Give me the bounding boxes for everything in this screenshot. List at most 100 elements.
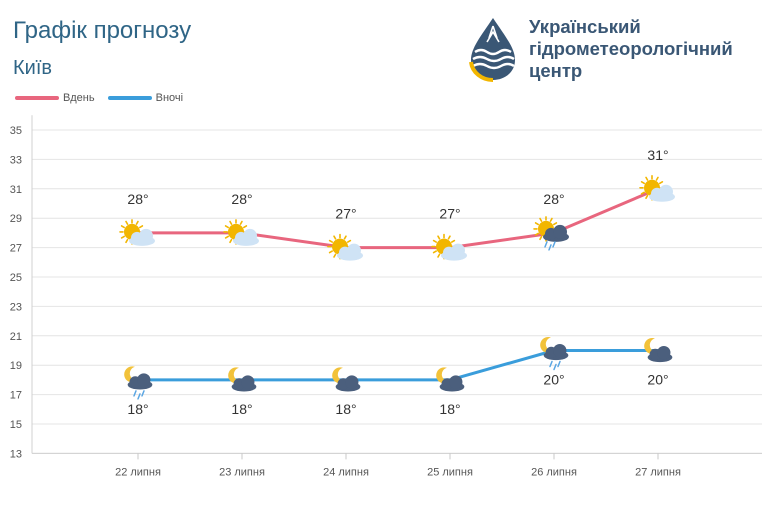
sun-cloud-icon (223, 219, 259, 246)
sun-ray (437, 253, 441, 258)
sun-ray (640, 191, 646, 195)
sun-ray (328, 239, 334, 243)
water-drop-waves-logo-icon (469, 18, 515, 82)
sun-ray (135, 220, 139, 225)
sun-ray (333, 235, 337, 240)
sun-cloud-icon (431, 233, 467, 261)
moon-storm-rain-icon (124, 366, 153, 400)
sun-ray (645, 194, 649, 199)
moon-storm-icon (644, 337, 673, 363)
sun-ray (645, 176, 649, 181)
sun-ray (539, 235, 543, 241)
cloud-puff (137, 373, 151, 387)
rain-drop (133, 390, 137, 397)
night-temp-label: 18° (231, 401, 252, 417)
day-temp-label: 31° (647, 147, 668, 163)
x-tick-label: 24 липня (323, 466, 369, 478)
sun-ray (447, 235, 451, 240)
sun-ray (229, 220, 233, 225)
rain-drop (544, 241, 548, 248)
cloud-puff (345, 375, 359, 389)
sun-ray (432, 239, 438, 243)
moon-storm-rain-icon (540, 336, 569, 371)
y-tick-label: 19 (10, 360, 22, 372)
legend-night-swatch (107, 96, 152, 100)
moon-shape (644, 337, 658, 354)
cloud-puff (659, 184, 673, 199)
day-temp-label: 28° (543, 191, 564, 207)
organization-name: Український гідрометеорологічний центр (529, 16, 733, 81)
moon-shape (124, 366, 138, 383)
moon-storm-icon (228, 367, 257, 392)
sun-ray (437, 235, 441, 240)
y-tick-label: 35 (10, 125, 22, 137)
sun-ray (125, 238, 129, 244)
sun-ray (125, 220, 129, 225)
sun-ray (432, 250, 438, 254)
rain-drop (548, 244, 552, 251)
sun-ray (224, 225, 230, 229)
x-tick-label: 27 липня (635, 466, 681, 478)
sun-ray (333, 253, 337, 258)
rain-drop (553, 363, 557, 371)
y-tick-label: 17 (10, 390, 22, 402)
night-temp-label: 18° (335, 401, 356, 417)
x-tick-label: 26 липня (531, 466, 577, 478)
sun-ray (640, 181, 646, 185)
sun-ray (120, 225, 126, 229)
x-tick-label: 22 липня (115, 466, 161, 478)
y-tick-label: 21 (10, 331, 22, 343)
legend-day[interactable]: Вдень (15, 92, 95, 104)
x-tick-label: 25 липня (427, 466, 473, 478)
y-tick-label: 29 (10, 213, 22, 225)
sun-cloud-icon (327, 233, 363, 261)
y-tick-label: 31 (10, 184, 22, 196)
day-temp-label: 27° (439, 206, 460, 222)
y-tick-label: 15 (10, 419, 22, 431)
cloud-puff (139, 228, 153, 243)
moon-shape (436, 367, 450, 384)
sun-ray (242, 225, 248, 229)
sun-ray (346, 239, 352, 243)
y-tick-label: 33 (10, 154, 22, 166)
sun-cloud-icon (639, 175, 675, 202)
sun-ray (224, 235, 230, 239)
sun-ray (549, 217, 553, 222)
cloud-puff (347, 243, 361, 258)
sun-ray (343, 235, 347, 240)
moon-storm-icon (436, 367, 465, 392)
sun-cloud-icon (119, 219, 155, 246)
sun-ray (655, 176, 659, 181)
sun-storm-rain-icon (533, 216, 569, 251)
sun-ray (328, 250, 334, 254)
rain-drop (557, 360, 561, 368)
sun-ray (552, 222, 558, 226)
sun-ray (138, 225, 144, 229)
night-temp-label: 20° (543, 372, 564, 388)
night-temp-label: 18° (439, 401, 460, 417)
day-series-line (136, 187, 660, 250)
cloud-puff (451, 243, 465, 258)
sun-ray (229, 238, 233, 244)
y-tick-label: 27 (10, 243, 22, 255)
sun-ray (239, 220, 243, 225)
sun-ray (534, 222, 540, 226)
city-name: Київ (13, 57, 53, 79)
night-series-line (136, 349, 660, 382)
cloud-puff (449, 375, 463, 389)
cloud-puff (243, 228, 257, 243)
x-tick-label: 23 липня (219, 466, 265, 478)
legend-day-label: Вдень (63, 92, 95, 104)
cloud-puff (553, 224, 567, 239)
moon-shape (332, 367, 346, 384)
chart-legend[interactable]: Вдень Вночі (15, 91, 193, 104)
moon-storm-icon (332, 367, 361, 392)
rain-drop (549, 360, 553, 368)
y-tick-label: 13 (10, 448, 22, 460)
legend-night[interactable]: Вночі (107, 92, 183, 104)
day-temp-label: 28° (231, 191, 252, 207)
cloud-puff (657, 345, 671, 360)
day-temp-label: 27° (335, 206, 356, 222)
sun-ray (539, 217, 543, 222)
sun-ray (534, 232, 540, 236)
